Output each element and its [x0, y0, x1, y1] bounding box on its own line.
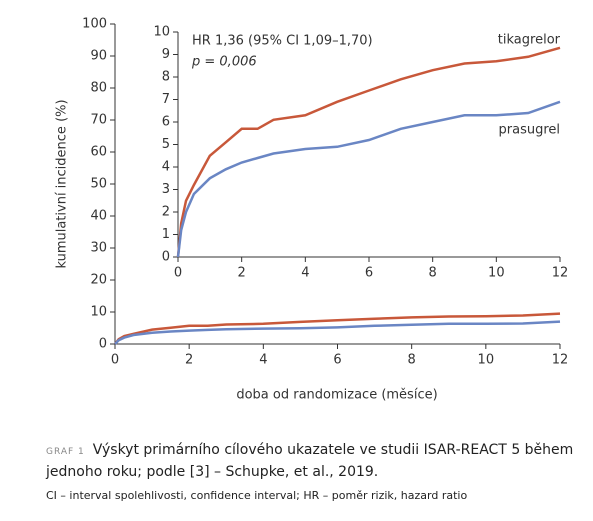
annotation: HR 1,36 (95% CI 1,09–1,70): [192, 34, 373, 49]
annotation: p = 0,006: [191, 55, 257, 70]
x-tick-label: 8: [429, 266, 437, 281]
caption-label: GRAF 1: [46, 447, 85, 457]
y-tick-label: 6: [162, 115, 170, 130]
series-line: [114, 312, 561, 345]
series-line: [176, 100, 561, 258]
y-tick-label: 4: [162, 160, 170, 175]
x-tick-label: 12: [552, 353, 569, 368]
x-tick-label: 2: [238, 266, 246, 281]
y-tick-label: 70: [90, 113, 107, 128]
y-tick-label: 5: [162, 137, 170, 152]
x-tick-label: 4: [259, 353, 267, 368]
y-tick-label: 2: [162, 205, 170, 220]
x-tick-label: 2: [185, 353, 193, 368]
y-tick-label: 0: [162, 250, 170, 265]
x-tick-label: 4: [301, 266, 309, 281]
x-tick-label: 6: [365, 266, 373, 281]
x-tick-label: 6: [333, 353, 341, 368]
series-label: prasugrel: [499, 123, 561, 138]
y-tick-label: 20: [90, 273, 107, 288]
y-tick-label: 8: [162, 70, 170, 85]
y-tick-label: 50: [90, 177, 107, 192]
x-tick-label: 8: [408, 353, 416, 368]
x-tick-label: 10: [478, 353, 495, 368]
y-tick-label: 0: [99, 337, 107, 352]
y-tick-label: 30: [90, 241, 107, 256]
caption-body: Výskyt primárního cílového ukazatele ve …: [46, 442, 574, 480]
x-tick-label: 10: [488, 266, 505, 281]
x-tick-label: 12: [552, 266, 569, 281]
y-tick-label: 1: [162, 227, 170, 242]
series-label: tikagrelor: [498, 33, 561, 48]
y-tick-label: 100: [82, 17, 107, 32]
y-tick-label: 9: [162, 47, 170, 62]
caption-text: GRAF 1 Výskyt primárního cílového ukazate…: [46, 440, 576, 482]
series-line: [114, 320, 561, 345]
x-tick-label: 0: [111, 353, 119, 368]
caption-note: CI – interval spolehlivosti, confidence …: [46, 489, 468, 502]
chart: kumulativní incidence (%) doba od random…: [55, 17, 569, 403]
caption: GRAF 1 Výskyt primárního cílového ukazate…: [46, 440, 576, 502]
y-tick-label: 10: [90, 305, 107, 320]
y-tick-label: 60: [90, 145, 107, 160]
y-tick-label: 80: [90, 81, 107, 96]
y-tick-label: 3: [162, 182, 170, 197]
y-tick-label: 90: [90, 49, 107, 64]
y-tick-label: 10: [153, 25, 170, 40]
y-tick-label: 40: [90, 209, 107, 224]
x-tick-label: 0: [174, 266, 182, 281]
y-axis-label: kumulativní incidence (%): [55, 99, 70, 268]
y-tick-label: 7: [162, 92, 170, 107]
x-axis-label: doba od randomizace (měsíce): [236, 388, 437, 403]
series-line: [176, 46, 561, 258]
